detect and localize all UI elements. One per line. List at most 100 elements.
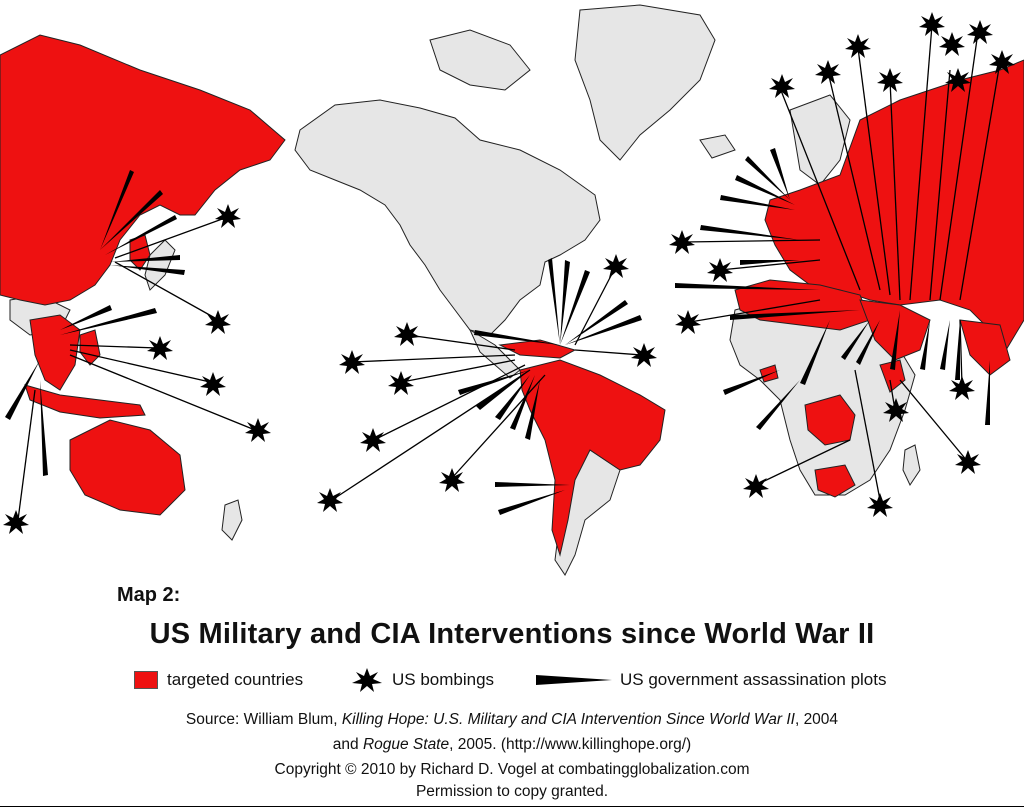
arctic-islands: [429, 29, 531, 91]
assassination-legend-icon: [536, 675, 612, 685]
bombing-icon: [815, 60, 841, 84]
assassination-wedge: [548, 258, 560, 345]
source-year-1: , 2004: [794, 711, 839, 728]
bombing-icon: [394, 322, 420, 346]
bombing-icon: [3, 510, 29, 534]
bombing-icon: [945, 68, 971, 92]
bombing-icon: [245, 418, 271, 442]
assassination-wedge: [40, 380, 48, 476]
targeted-russia-east: [0, 34, 286, 306]
assassination-wedge: [100, 170, 134, 250]
bombing-icon: [360, 428, 386, 452]
targeted-swatch: [134, 671, 158, 689]
legend-targeted-label: targeted countries: [167, 670, 304, 689]
assassination-wedge: [498, 490, 565, 515]
assassination-wedge: [105, 215, 177, 255]
bombing-icon: [883, 398, 909, 422]
assassination-wedge: [841, 320, 870, 360]
bombing-icon: [631, 343, 657, 367]
assassination-wedge: [495, 375, 530, 420]
targeted-west-africa: [759, 364, 779, 383]
bombing-icon: [845, 34, 871, 58]
bombing-lines: [17, 24, 1001, 521]
bombing-icon: [919, 12, 945, 36]
assassination-wedge: [110, 255, 180, 262]
source-book-1: Killing Hope: U.S. Military and CIA Inte…: [341, 711, 795, 728]
assassination-wedge: [985, 360, 990, 425]
scandinavia: [789, 94, 851, 186]
assassination-wedge: [495, 482, 570, 487]
targeted-south-america: [519, 359, 666, 557]
assassination-wedge: [745, 156, 790, 200]
assassination-wedge: [756, 380, 800, 430]
assassination-wedge: [474, 330, 560, 345]
assassination-wedge: [720, 195, 795, 210]
assassination-wedge: [560, 270, 590, 345]
bombing-icon: [877, 68, 903, 92]
assassination-wedge: [920, 320, 930, 370]
assassination-wedge: [100, 190, 163, 250]
bombing-icon: [769, 74, 795, 98]
bombing-icon: [215, 204, 241, 228]
bombing-icon: [205, 310, 231, 334]
bombing-icon: [939, 32, 965, 56]
assassination-wedge: [560, 260, 570, 345]
north-america: [294, 99, 601, 336]
assassination-wedge: [110, 265, 185, 275]
bombing-icon: [339, 350, 365, 374]
assassination-plots: [5, 148, 990, 515]
copyright-line: Copyright © 2010 by Richard D. Vogel at …: [274, 761, 750, 778]
permission-line: Permission to copy granted.: [415, 783, 609, 800]
iceland: [699, 134, 736, 159]
bombing-markers: [3, 12, 1015, 534]
targeted-indochina: [29, 314, 81, 391]
assassination-wedge: [60, 308, 157, 335]
bombing-icon: [675, 310, 701, 334]
bombing-icon: [967, 20, 993, 44]
japan: [144, 239, 176, 291]
bombing-icon: [439, 468, 465, 492]
bombing-icon: [388, 371, 414, 395]
assassination-wedge: [955, 320, 960, 380]
source-year-2: , 2005. (http://www.killinghope.org/): [449, 736, 692, 753]
source-book-2: Rogue State: [362, 736, 450, 753]
assassination-wedge: [476, 370, 530, 410]
assassination-wedge: [723, 370, 780, 395]
legend-assassination: US government assassination plots: [536, 668, 886, 692]
madagascar: [902, 444, 921, 487]
assassination-wedge: [890, 310, 900, 370]
source-line-1: Source: William Blum, Killing Hope: U.S.…: [0, 710, 1024, 730]
source-line-2: and Rogue State, 2005. (http://www.killi…: [0, 735, 1024, 755]
targeted-south-africa: [814, 464, 856, 498]
legend-bombings: US bombings: [350, 668, 494, 692]
bombing-legend-icon: [352, 668, 382, 692]
assassination-wedge: [60, 305, 112, 330]
assassination-wedge: [700, 225, 800, 240]
targeted-india: [959, 319, 1011, 376]
new-zealand: [221, 499, 243, 541]
assassination-wedge: [5, 360, 40, 420]
bombing-icon: [669, 230, 695, 254]
legend-targeted: targeted countries: [134, 668, 303, 692]
targeted-australia: [69, 419, 186, 516]
targeted-indonesia: [24, 384, 146, 419]
assassination-wedge: [740, 260, 800, 265]
assassination-wedge: [940, 320, 950, 370]
legend-assassination-label: US government assassination plots: [620, 670, 887, 689]
bombing-icon: [955, 450, 981, 474]
greenland: [574, 4, 716, 161]
map-label: Map 2:: [117, 584, 181, 606]
bombing-icon: [949, 376, 975, 400]
map-title: US Military and CIA Interventions since …: [149, 618, 875, 650]
assassination-wedge: [856, 320, 880, 365]
bombing-icon: [743, 474, 769, 498]
assassination-wedge: [675, 283, 820, 290]
assassination-wedge: [565, 315, 642, 345]
bombing-icon: [317, 488, 343, 512]
bombing-icon: [707, 258, 733, 282]
assassination-wedge: [800, 320, 830, 385]
world-map: [0, 4, 1024, 576]
bombing-icon: [200, 372, 226, 396]
bombing-icon: [603, 254, 629, 278]
